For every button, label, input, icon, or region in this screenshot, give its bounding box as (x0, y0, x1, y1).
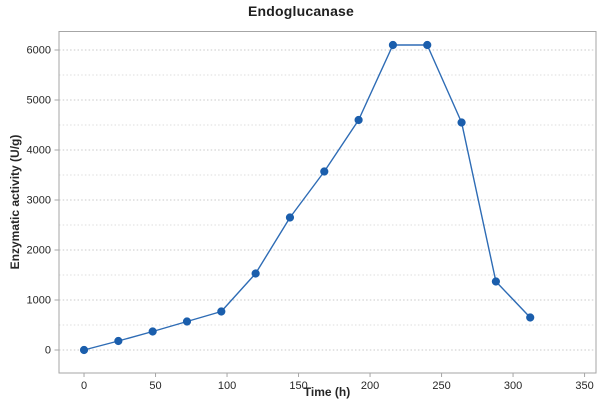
data-point-marker (423, 40, 432, 50)
data-point-marker (217, 307, 226, 316)
data-point-marker (182, 317, 192, 326)
x-tick-label: 250 (432, 380, 450, 392)
x-tick-label: 0 (81, 380, 87, 392)
series-line (83, 44, 531, 351)
y-tick-label: 6000 (27, 45, 51, 57)
y-tick-label: 2000 (27, 245, 51, 257)
y-tick-label: 4000 (27, 145, 51, 157)
y-tick-label: 0 (45, 345, 51, 357)
x-tick-label: 300 (504, 380, 522, 392)
data-point-marker (251, 269, 260, 278)
data-point-marker (320, 167, 329, 176)
y-tick-label: 1000 (27, 295, 51, 307)
x-tick-label: 100 (218, 380, 236, 392)
data-point-marker (526, 313, 535, 322)
data-point-marker (388, 40, 398, 50)
y-tick-label: 3000 (27, 195, 51, 207)
data-point-marker (491, 277, 500, 286)
x-tick-label: 150 (289, 380, 307, 392)
data-point-marker (114, 336, 123, 346)
plot-frame (58, 31, 597, 374)
x-tick-label: 50 (149, 380, 161, 392)
chart-title: Endoglucanase (247, 3, 355, 19)
data-point-marker (354, 115, 363, 125)
data-point-marker (148, 327, 157, 336)
y-tick-label: 5000 (27, 95, 51, 107)
x-tick-label: 200 (361, 380, 379, 392)
data-point-marker (79, 345, 89, 355)
data-point-marker (457, 118, 466, 127)
x-tick-label: 350 (575, 380, 593, 392)
data-point-marker (285, 213, 295, 222)
x-axis-label: Time (h) (303, 385, 351, 399)
